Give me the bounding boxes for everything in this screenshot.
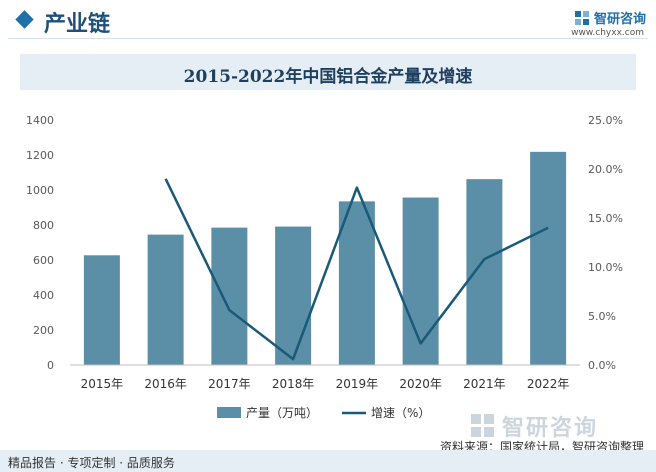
bar <box>402 197 439 365</box>
right-axis-tick-label: 5.0% <box>588 310 616 323</box>
right-axis-tick-label: 25.0% <box>588 114 623 127</box>
legend: 产量（万吨） 增速（%） <box>217 406 430 420</box>
footer-text: 精品报告 · 专项定制 · 品质服务 <box>8 456 175 470</box>
left-axis-tick-label: 800 <box>33 219 54 232</box>
chart-title-banner: 2015-2022年中国铝合金产量及增速 <box>20 54 636 90</box>
brand-logo-icon <box>574 10 589 25</box>
section-title: 产业链 <box>44 12 111 37</box>
x-axis-tick-label: 2019年 <box>336 377 379 391</box>
bar <box>275 226 312 365</box>
x-axis-tick-label: 2018年 <box>272 377 315 391</box>
right-axis-tick-label: 10.0% <box>588 261 623 274</box>
right-axis-tick-label: 0.0% <box>588 359 616 372</box>
watermark-logo: 智研咨询 <box>470 410 598 442</box>
left-axis-tick-label: 1000 <box>26 184 54 197</box>
bar <box>466 179 503 365</box>
bar <box>147 234 184 365</box>
growth-line <box>164 178 549 361</box>
bar <box>211 227 248 365</box>
bar-series <box>83 151 567 365</box>
left-axis-tick-label: 600 <box>33 254 54 267</box>
left-axis-tick-label: 1200 <box>26 149 54 162</box>
x-axis-tick-label: 2016年 <box>144 377 187 391</box>
brand-name: 智研咨询 <box>593 12 646 27</box>
watermark-logo-icon <box>471 414 494 437</box>
left-axis-tick-label: 200 <box>33 324 54 337</box>
x-axis-tick-label: 2017年 <box>208 377 251 391</box>
left-axis-tick-label: 400 <box>33 289 54 302</box>
brand-url: www.chyxx.com <box>571 28 644 38</box>
legend-bar-swatch <box>217 407 241 418</box>
right-axis-tick-label: 15.0% <box>588 212 623 225</box>
line-series <box>164 178 549 361</box>
chart-title: 2015-2022年中国铝合金产量及增速 <box>183 67 473 87</box>
bar <box>530 151 567 365</box>
header-bar: 产业链 智研咨询 www.chyxx.com <box>0 0 656 44</box>
x-axis-tick-label: 2020年 <box>399 377 442 391</box>
left-axis-ticks: 0 200 400 600 800 1000 1200 1400 <box>26 114 54 372</box>
watermark-name: 智研咨询 <box>502 416 599 441</box>
bar <box>83 255 120 365</box>
x-axis-tick-label: 2015年 <box>81 377 124 391</box>
header-divider <box>8 38 648 39</box>
x-axis-tick-label: 2021年 <box>463 377 506 391</box>
x-axis-labels: 2015年 2016年 2017年 2018年 2019年 2020年 2021年 2022年 <box>81 377 570 391</box>
x-axis-tick-label: 2022年 <box>527 377 570 391</box>
legend-line-label: 增速（%） <box>371 406 430 420</box>
right-axis-tick-label: 20.0% <box>588 163 623 176</box>
right-axis-ticks: 0.0% 5.0% 10.0% 15.0% 20.0% 25.0% <box>588 114 623 372</box>
legend-bar-label: 产量（万吨） <box>246 406 318 420</box>
left-axis-tick-label: 1400 <box>26 114 54 127</box>
footer-bar: 精品报告 · 专项定制 · 品质服务 <box>0 450 656 472</box>
left-axis-tick-label: 0 <box>47 359 54 372</box>
brand: 智研咨询 <box>574 8 646 27</box>
bar <box>338 201 375 365</box>
